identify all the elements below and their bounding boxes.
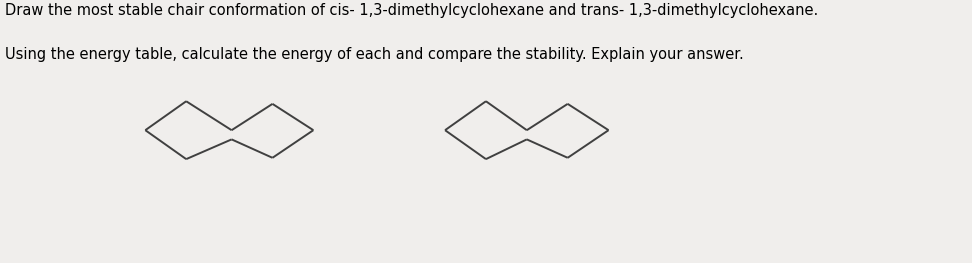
Text: Draw the most stable chair conformation of cis- 1,3-dimethylcyclohexane and tran: Draw the most stable chair conformation … (5, 3, 817, 18)
Text: Using the energy table, calculate the energy of each and compare the stability. : Using the energy table, calculate the en… (5, 47, 744, 62)
